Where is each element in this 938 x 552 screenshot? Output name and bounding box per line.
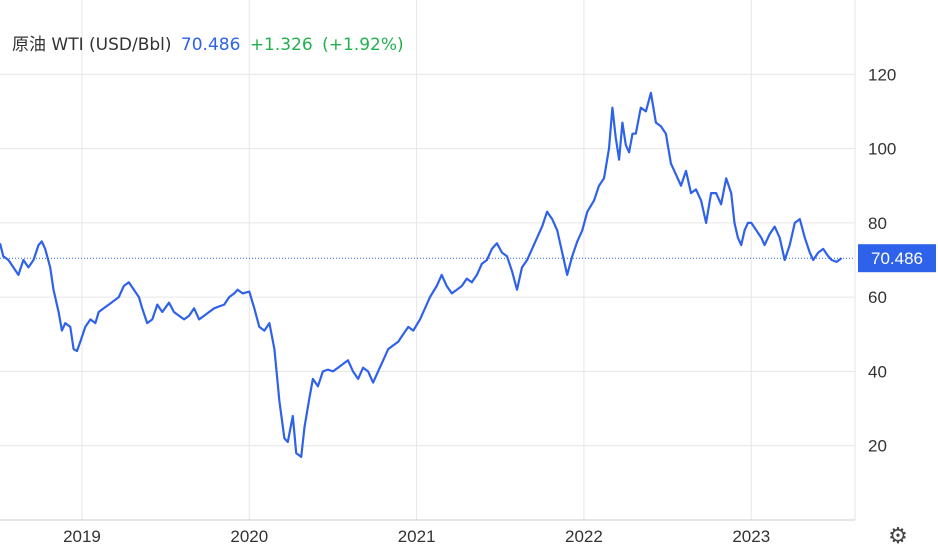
price-change-percent: (+1.92%) [322, 35, 404, 55]
y-tick-label: 100 [868, 140, 896, 159]
y-tick-label: 60 [868, 288, 887, 307]
x-tick-label: 2023 [732, 527, 770, 546]
y-tick-label: 40 [868, 362, 887, 381]
current-value-label: 70.486 [871, 249, 923, 268]
y-tick-label: 80 [868, 214, 887, 233]
current-price: 70.486 [180, 35, 241, 55]
axis-labels: 20 40 60 80 100 120 2019 2020 2021 2022 2023 70.486 [63, 65, 936, 546]
y-tick-label: 20 [868, 437, 887, 456]
chart-header: 原油 WTI (USD/Bbl) 70.486 +1.326 (+1.92%) [12, 30, 404, 55]
x-tick-label: 2020 [230, 527, 268, 546]
gear-icon[interactable]: ⚙ [888, 524, 908, 549]
x-tick-label: 2019 [63, 527, 101, 546]
instrument-name: 原油 WTI (USD/Bbl) [12, 35, 172, 55]
gridlines [0, 0, 856, 521]
price-series-line [0, 91, 843, 458]
series-layer [0, 91, 843, 458]
x-tick-label: 2022 [565, 527, 603, 546]
current-value-label-bg [858, 244, 936, 273]
price-change: +1.326 [249, 35, 313, 55]
y-tick-label: 120 [868, 65, 896, 84]
x-tick-label: 2021 [398, 527, 436, 546]
